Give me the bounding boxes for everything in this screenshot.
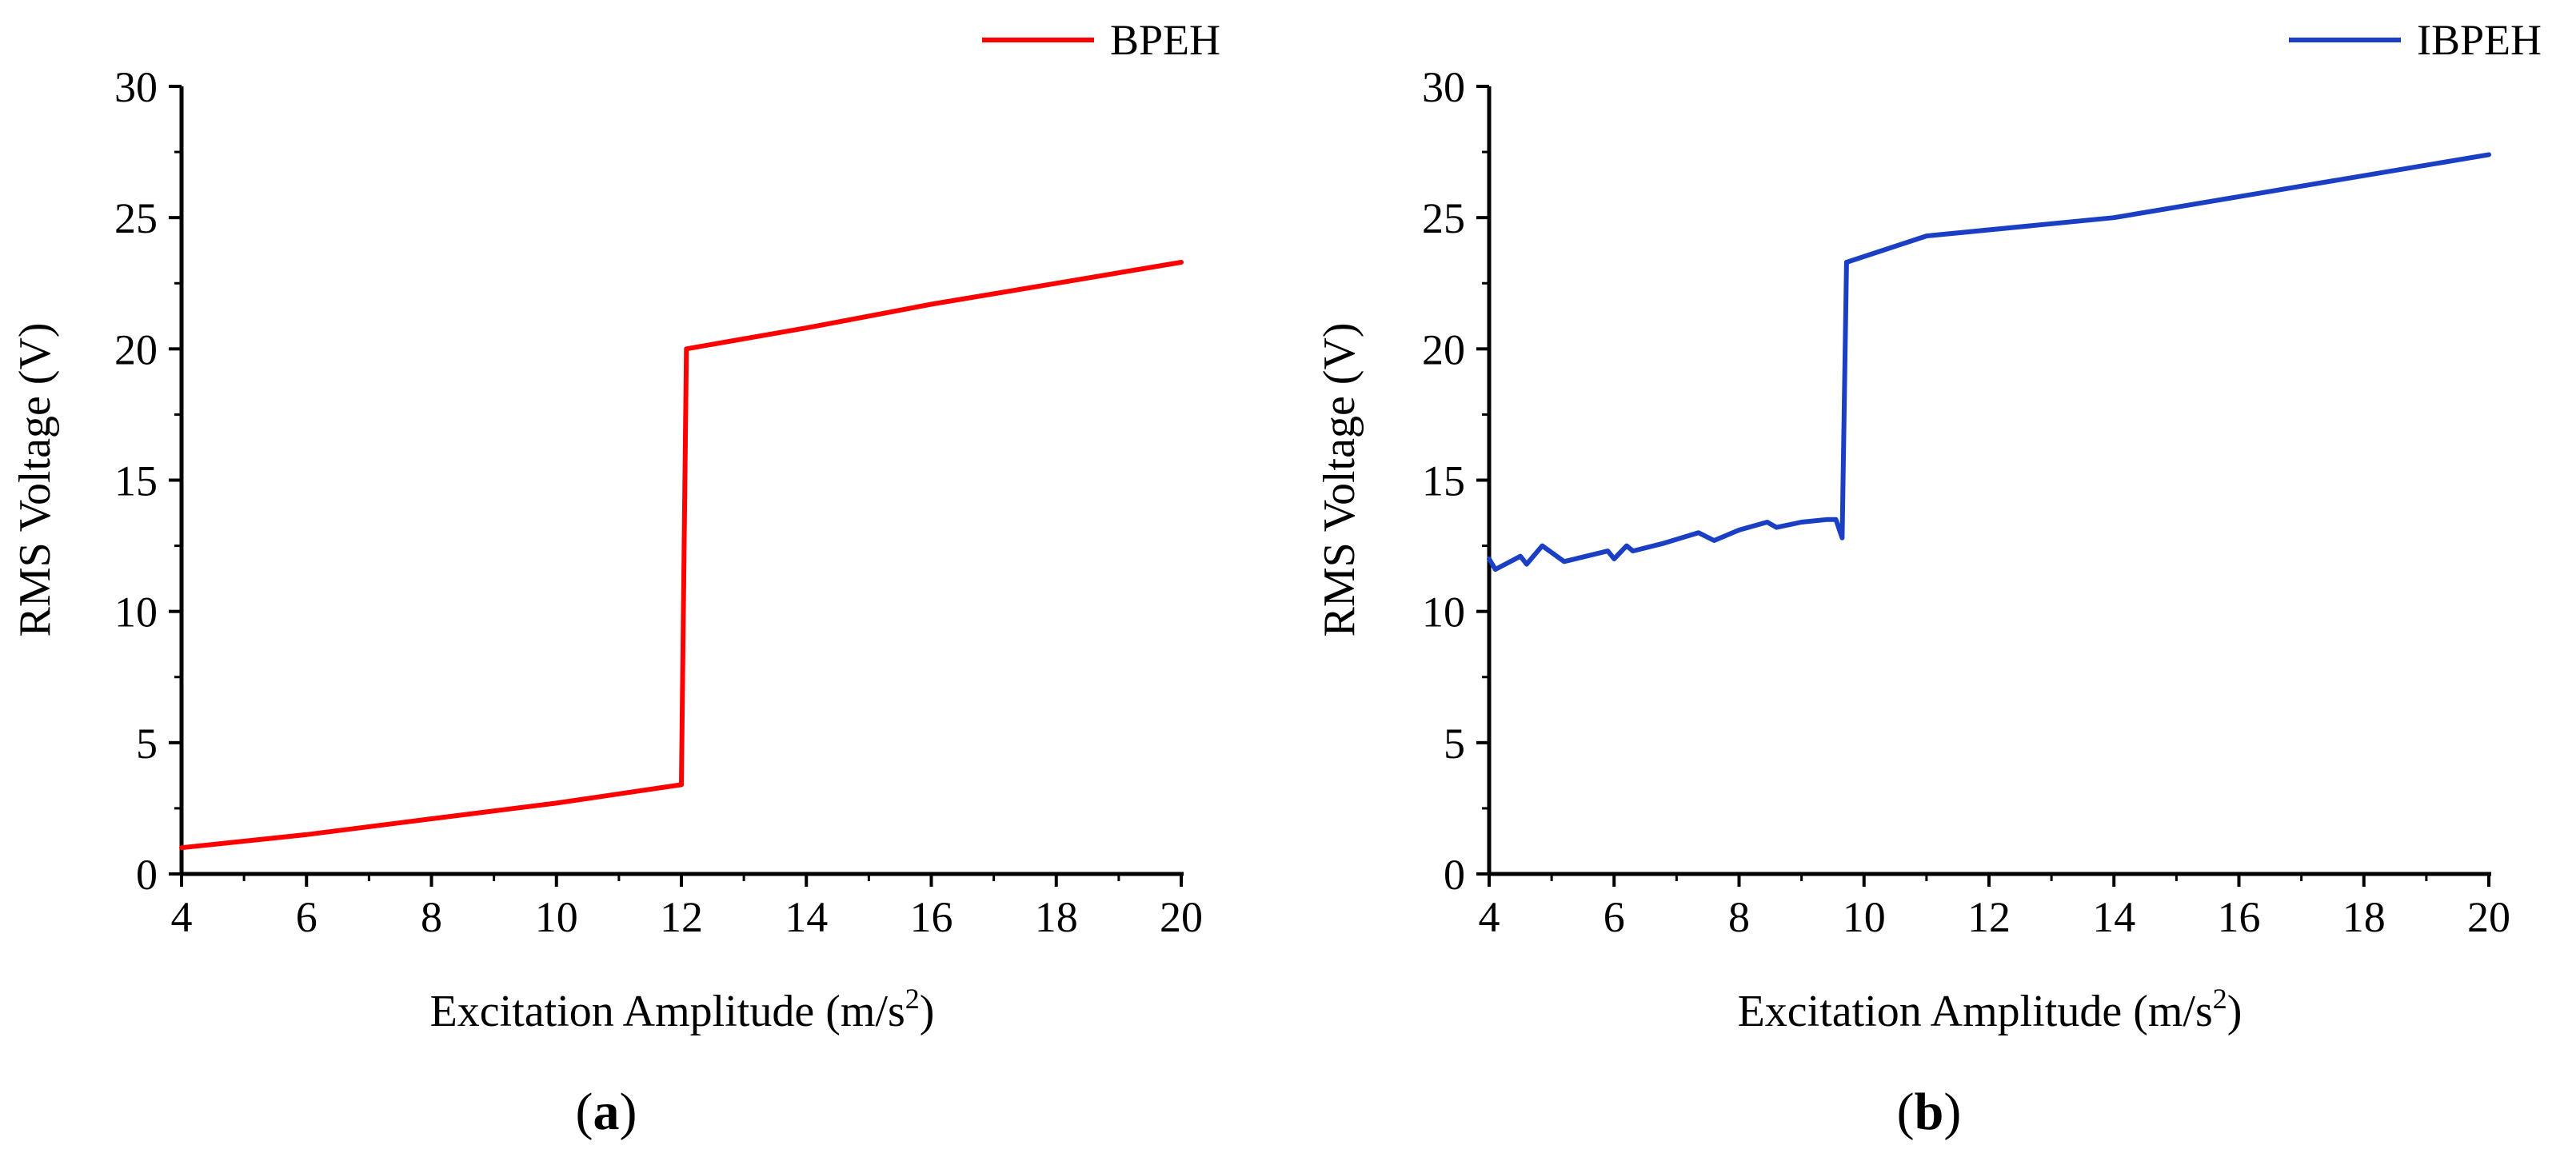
y-tick-label: 25 bbox=[114, 194, 158, 242]
x-axis-title-b-main: Excitation Amplitude (m/s bbox=[1738, 987, 2213, 1036]
y-axis-title-a: RMS Voltage (V) bbox=[10, 322, 60, 636]
x-tick-label: 4 bbox=[171, 893, 193, 941]
legend-label-ibpeh: IBPEH bbox=[2417, 16, 2542, 64]
y-tick-label: 10 bbox=[1422, 588, 1465, 636]
y-axis-title-b: RMS Voltage (V) bbox=[1315, 322, 1364, 636]
series-line-bpeh bbox=[179, 260, 1184, 851]
panel-label-b: (b) bbox=[1897, 1083, 1962, 1141]
x-tick-label: 16 bbox=[2218, 893, 2261, 941]
y-tick-label: 5 bbox=[1444, 720, 1465, 768]
x-axis-title-a-main: Excitation Amplitude (m/s bbox=[430, 987, 905, 1036]
x-axis-title-b: Excitation Amplitude (m/s2) bbox=[1738, 983, 2243, 1036]
y-ticks-b: 0 5 10 15 20 25 30 bbox=[1422, 63, 1489, 899]
y-ticks-a: 0 5 10 15 20 25 30 bbox=[114, 63, 182, 899]
panel-label-a: (a) bbox=[576, 1083, 637, 1141]
legend-b: IBPEH bbox=[2289, 16, 2542, 64]
x-tick-label: 10 bbox=[535, 893, 578, 941]
x-tick-label: 16 bbox=[910, 893, 953, 941]
y-tick-label: 25 bbox=[1422, 194, 1465, 242]
x-tick-label: 20 bbox=[2467, 893, 2510, 941]
panel-label-a-letter: a bbox=[593, 1083, 620, 1141]
chart-panel-a: 4 6 8 10 12 14 16 18 20 0 5 10 15 20 25 30 RMS Voltage… bbox=[10, 16, 1220, 1141]
x-tick-label: 6 bbox=[296, 893, 318, 941]
x-tick-label: 14 bbox=[785, 893, 828, 941]
y-tick-label: 5 bbox=[136, 720, 158, 768]
legend-a: BPEH bbox=[982, 16, 1220, 64]
x-tick-label: 14 bbox=[2092, 893, 2135, 941]
x-tick-label: 6 bbox=[1604, 893, 1625, 941]
x-tick-label: 12 bbox=[1967, 893, 2011, 941]
chart-panel-b: 4 6 8 10 12 14 16 18 20 0 5 10 15 20 25 30 RMS Voltage… bbox=[1315, 16, 2542, 1141]
x-tick-label: 4 bbox=[1479, 893, 1500, 941]
y-tick-label: 20 bbox=[114, 325, 158, 373]
x-tick-label: 18 bbox=[1035, 893, 1078, 941]
x-tick-label: 8 bbox=[421, 893, 442, 941]
y-tick-label: 30 bbox=[1422, 63, 1465, 111]
series-a bbox=[179, 260, 1184, 851]
legend-label-bpeh: BPEH bbox=[1110, 16, 1220, 64]
x-tick-label: 10 bbox=[1843, 893, 1886, 941]
y-tick-label: 15 bbox=[114, 457, 158, 505]
x-ticks-b: 4 6 8 10 12 14 16 18 20 bbox=[1479, 874, 2510, 941]
series-b bbox=[1487, 152, 2491, 573]
x-axis-title-b-suffix: ) bbox=[2227, 987, 2243, 1036]
x-tick-label: 12 bbox=[660, 893, 703, 941]
x-axis-title-b-superscript: 2 bbox=[2213, 983, 2227, 1015]
y-tick-label: 15 bbox=[1422, 457, 1465, 505]
x-tick-label: 18 bbox=[2342, 893, 2386, 941]
y-tick-label: 30 bbox=[114, 63, 158, 111]
y-tick-label: 0 bbox=[136, 851, 158, 899]
y-tick-label: 10 bbox=[114, 588, 158, 636]
x-tick-label: 20 bbox=[1160, 893, 1203, 941]
x-axis-title-a: Excitation Amplitude (m/s2) bbox=[430, 983, 935, 1036]
series-line-ibpeh bbox=[1487, 152, 2491, 573]
y-tick-label: 20 bbox=[1422, 325, 1465, 373]
x-ticks-a: 4 6 8 10 12 14 16 18 20 bbox=[171, 874, 1203, 941]
x-tick-label: 8 bbox=[1728, 893, 1750, 941]
x-axis-title-a-superscript: 2 bbox=[905, 983, 920, 1015]
y-tick-label: 0 bbox=[1444, 851, 1465, 899]
axes-b bbox=[1487, 86, 2491, 876]
x-axis-title-a-suffix: ) bbox=[920, 987, 935, 1036]
panel-label-b-letter: b bbox=[1915, 1083, 1944, 1141]
